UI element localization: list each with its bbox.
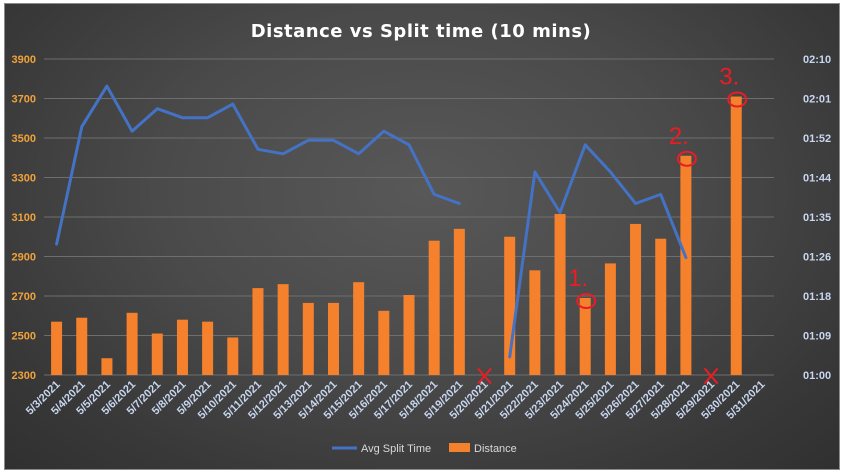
bar-distance — [302, 302, 314, 375]
y-right-tick-label: 01:52 — [803, 133, 831, 145]
bar-distance — [453, 228, 465, 375]
bar-distance — [151, 333, 163, 375]
y-left-tick-label: 3500 — [12, 133, 36, 145]
y-right-tick-label: 01:09 — [803, 331, 831, 343]
bar-distance — [327, 302, 339, 375]
annotation-label-5-28-2021: 2. — [669, 123, 689, 150]
bar-distance — [252, 288, 264, 375]
bar-distance — [428, 240, 440, 375]
y-right-tick-label: 01:00 — [803, 370, 831, 382]
x-axis: 5/3/20215/4/20215/5/20215/6/20215/7/2021… — [24, 379, 768, 422]
annotation-circle-5-28-2021 — [676, 150, 697, 167]
y-left-tick-label: 3100 — [12, 212, 36, 224]
bar-distance — [126, 312, 138, 375]
y-right-tick-label: 01:44 — [803, 173, 832, 185]
annotation-cross-stroke — [477, 368, 492, 384]
bars-layer — [51, 96, 742, 376]
annotation-circle-5-24-2021 — [576, 292, 597, 309]
bar-distance — [353, 282, 365, 375]
annotation-label-5-24-2021: 1. — [568, 265, 588, 292]
bar-distance — [176, 319, 188, 375]
y-axis-left: 3900 3700 3500 3300 3100 2900 2700 2500 2300 — [12, 54, 36, 382]
y-left-tick-label: 3300 — [12, 173, 36, 185]
bar-distance — [529, 270, 541, 375]
y-right-tick-label: 02:10 — [803, 54, 831, 66]
bar-distance — [51, 321, 63, 375]
bar-distance — [579, 297, 591, 375]
line-layer — [55, 84, 688, 359]
annotations-layer: 1. 2. 3. — [477, 64, 748, 384]
bar-distance — [202, 321, 214, 375]
bar-distance — [655, 238, 667, 375]
y-right-tick-label: 02:01 — [803, 94, 831, 106]
line-avg-split-time — [55, 84, 461, 246]
annotation-cross-5-29-2021 — [704, 368, 719, 384]
bar-distance — [504, 236, 516, 375]
chart-frame — [4, 3, 840, 470]
y-axis-right: 02:10 02:01 01:52 01:44 01:35 01:26 01:18 01:09… — [803, 54, 832, 382]
y-left-tick-label: 3900 — [12, 54, 36, 66]
annotation-circle-5-30-2021 — [727, 91, 748, 108]
y-left-tick-label: 2500 — [12, 331, 36, 343]
bar-distance — [277, 284, 289, 375]
chart-title: Distance vs Split time (10 mins) — [251, 21, 592, 42]
y-left-tick-label: 2700 — [12, 291, 36, 303]
y-right-tick-label: 01:35 — [803, 212, 831, 224]
bar-distance — [227, 337, 239, 375]
y-left-tick-label: 2900 — [12, 252, 36, 264]
y-left-tick-label: 3700 — [12, 94, 36, 106]
bar-distance — [680, 155, 692, 375]
annotation-cross-5-20-2021 — [477, 368, 492, 384]
bar-distance — [403, 295, 415, 375]
annotation-label-5-30-2021: 3. — [719, 64, 739, 91]
bar-distance — [76, 317, 88, 375]
bar-distance — [604, 263, 616, 375]
line-avg-split-time — [508, 143, 688, 359]
bar-distance — [378, 310, 390, 375]
y-right-tick-label: 01:18 — [803, 291, 831, 303]
bar-distance — [630, 223, 642, 375]
bar-distance — [730, 96, 742, 376]
legend: Avg Split Time Distance — [332, 443, 517, 455]
y-right-tick-label: 01:26 — [803, 252, 831, 264]
bar-distance — [101, 358, 113, 375]
y-left-tick-label: 2300 — [12, 370, 36, 382]
legend-label-avg-split-time: Avg Split Time — [361, 443, 431, 455]
legend-swatch-distance — [449, 443, 470, 452]
annotation-cross-stroke — [704, 368, 719, 384]
bar-distance — [554, 214, 566, 375]
legend-label-distance: Distance — [474, 443, 517, 455]
